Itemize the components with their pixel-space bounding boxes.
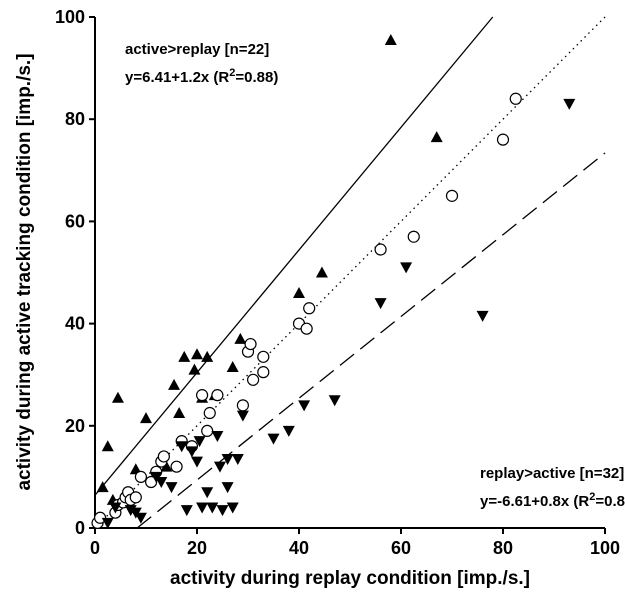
y-tick-label: 0	[75, 518, 85, 538]
point	[374, 243, 387, 256]
point	[267, 433, 280, 445]
point	[96, 481, 109, 493]
point	[211, 431, 224, 443]
x-tick-label: 60	[391, 538, 411, 558]
point	[384, 33, 397, 45]
point	[196, 389, 209, 402]
point	[430, 131, 443, 143]
equation: y=-6.61+0.8x (R2=0.85)	[480, 491, 625, 510]
point	[201, 424, 214, 438]
x-tick-label: 80	[493, 538, 513, 558]
x-tick-label: 40	[289, 538, 309, 558]
point	[328, 395, 341, 407]
point	[101, 440, 114, 452]
point	[160, 460, 173, 472]
point	[191, 456, 203, 468]
x-tick-label: 0	[90, 538, 100, 558]
point	[101, 517, 114, 529]
annotation: replay>active [n=32]	[480, 465, 624, 482]
point	[206, 502, 219, 514]
point	[298, 400, 311, 412]
point	[257, 350, 270, 363]
equation-part: 2	[229, 67, 235, 79]
y-tick-label: 80	[65, 109, 85, 129]
equation-part: =0.88)	[235, 69, 278, 86]
point	[185, 446, 198, 458]
point	[180, 505, 193, 517]
fit-line	[94, 16, 494, 496]
y-tick-label: 100	[55, 7, 85, 27]
point	[226, 502, 239, 514]
point	[244, 337, 257, 351]
point	[496, 133, 510, 146]
point	[196, 502, 209, 514]
point	[282, 425, 295, 437]
point	[193, 436, 206, 448]
equation-part: y=6.41+1.2x (R	[125, 69, 229, 86]
y-axis-label: activity during active tracking conditio…	[14, 53, 35, 490]
point	[315, 266, 328, 278]
x-tick-label: 100	[590, 538, 620, 558]
point	[303, 302, 316, 315]
point	[134, 512, 147, 524]
y-tick-label: 40	[65, 314, 85, 334]
x-tick-label: 20	[187, 538, 207, 558]
point	[213, 461, 226, 473]
point	[293, 286, 305, 298]
point	[170, 460, 183, 473]
point	[226, 361, 239, 373]
point	[168, 378, 181, 390]
point	[407, 230, 420, 243]
point	[165, 482, 178, 494]
point	[157, 450, 170, 463]
point	[257, 366, 270, 379]
point	[216, 505, 229, 517]
equation-part: 2	[589, 491, 595, 503]
fit-line	[94, 16, 606, 529]
point	[211, 389, 224, 402]
point	[236, 410, 249, 422]
point	[188, 363, 201, 375]
point	[476, 310, 489, 322]
point	[374, 298, 387, 310]
point	[134, 470, 147, 483]
point	[129, 491, 142, 504]
point	[175, 441, 188, 453]
point	[173, 407, 186, 419]
equation: y=6.41+1.2x (R2=0.88)	[125, 67, 278, 86]
point	[201, 350, 214, 362]
point	[400, 262, 413, 274]
point	[93, 511, 107, 524]
point	[203, 406, 216, 420]
point	[300, 322, 313, 335]
point	[111, 391, 124, 403]
point	[178, 350, 191, 362]
point	[236, 399, 249, 412]
point	[563, 98, 576, 110]
fit-line	[136, 152, 606, 529]
point	[509, 92, 522, 105]
point	[221, 482, 234, 494]
point	[109, 502, 122, 514]
annotation: active>replay [n=22]	[125, 41, 269, 58]
x-axis-label: activity during replay condition [imp./s…	[170, 568, 530, 589]
y-tick-label: 60	[65, 211, 85, 231]
point	[231, 454, 244, 466]
point	[155, 477, 168, 489]
point	[234, 332, 247, 344]
point	[247, 373, 260, 386]
point	[221, 454, 234, 466]
point	[445, 189, 459, 202]
equation-part: =0.85)	[595, 493, 625, 510]
y-tick-label: 20	[65, 416, 85, 436]
point	[191, 348, 203, 360]
point	[201, 487, 214, 499]
equation-part: y=-6.61+0.8x (R	[480, 493, 589, 510]
point	[140, 412, 152, 424]
